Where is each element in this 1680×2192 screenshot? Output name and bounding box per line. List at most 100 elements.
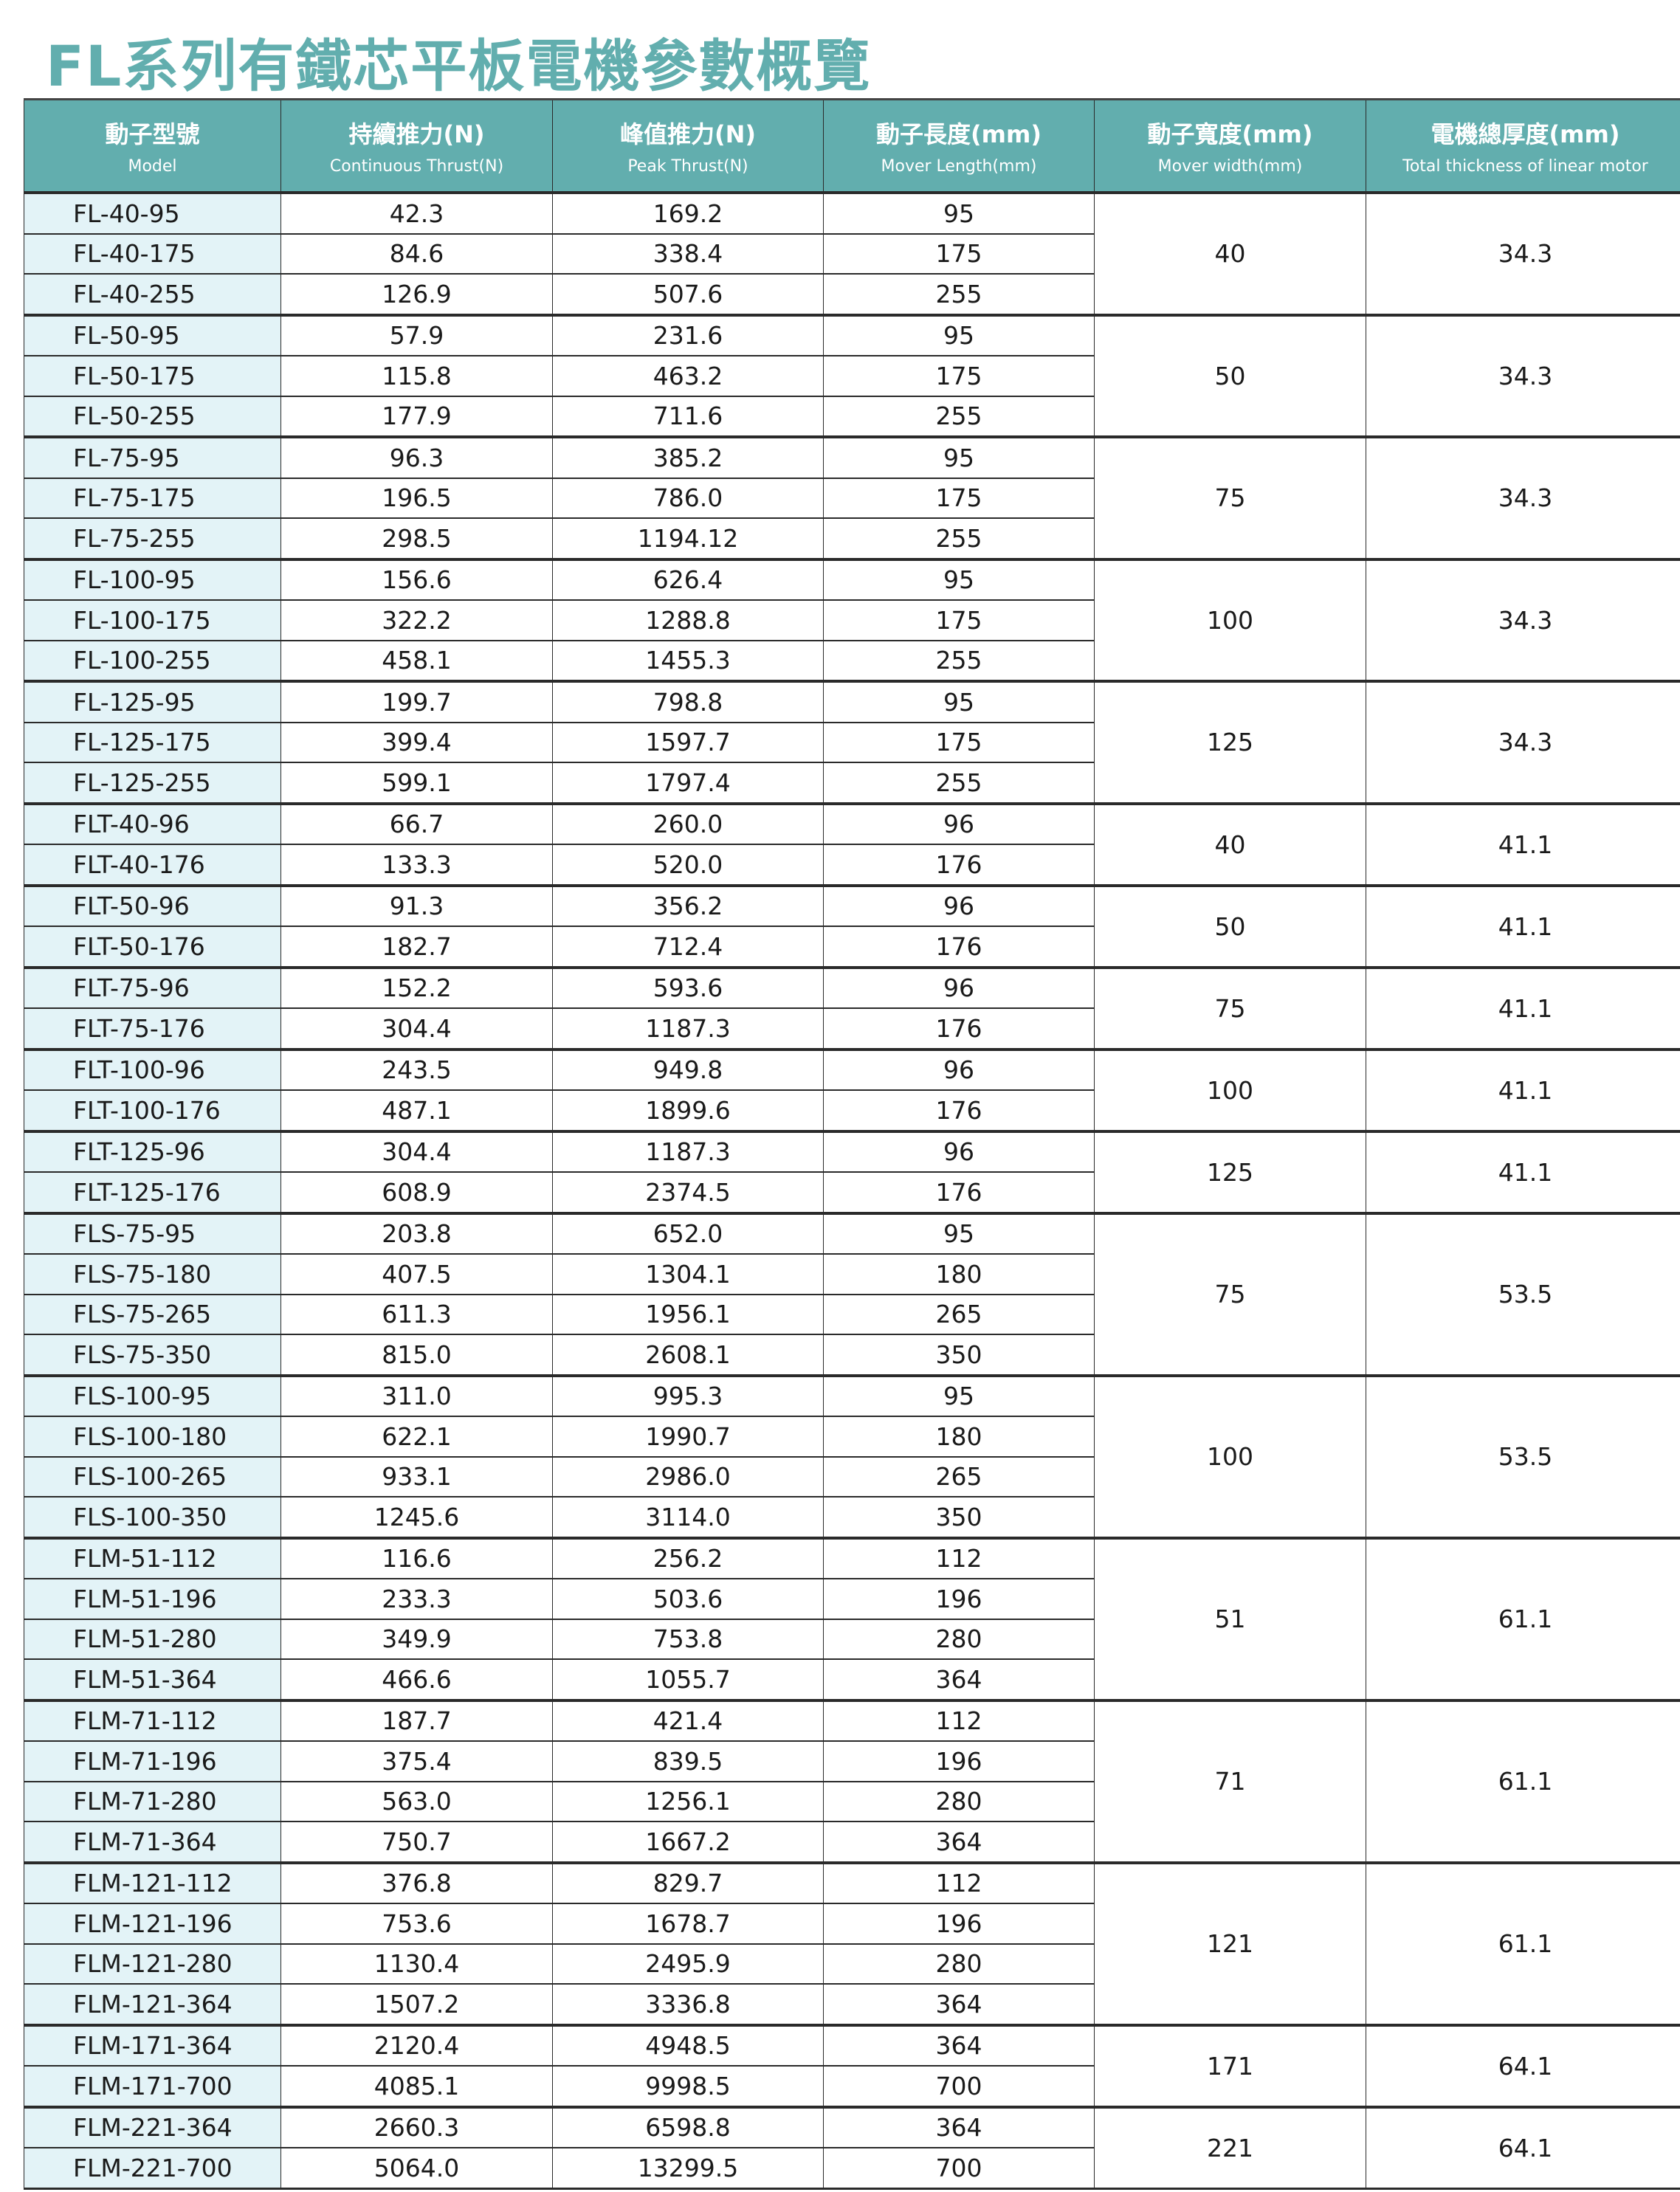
cell-continuous-thrust: 182.7 (280, 926, 553, 968)
cell-peak-thrust: 712.4 (552, 926, 824, 968)
header-model: 動子型號 Model (24, 98, 281, 194)
cell-peak-thrust: 1288.8 (552, 599, 824, 641)
cell-peak-thrust: 1055.7 (552, 1658, 824, 1701)
cell-peak-thrust: 1256.1 (552, 1781, 824, 1822)
cell-continuous-thrust: 458.1 (280, 640, 553, 682)
cell-model: FLM-71-364 (24, 1821, 281, 1864)
cell-mover-length: 112 (823, 1698, 1095, 1742)
table-row: FL-40-255 126.9 507.6 255 (24, 273, 1680, 316)
cell-continuous-thrust: 2660.3 (280, 2105, 553, 2148)
cell-continuous-thrust: 4085.1 (280, 2065, 553, 2108)
table-row: FLS-100-180 622.1 1990.7 180 (24, 1416, 1680, 1458)
cell-mover-length: 265 (823, 1294, 1095, 1335)
table-row: FL-75-95 96.3 385.2 95 75 34.3 (24, 435, 1680, 560)
cell-mover-width: 100 (1094, 1047, 1366, 1132)
table-row: FLT-100-96 243.5 949.8 96 100 41.1 (24, 1047, 1680, 1132)
cell-total-thickness: 61.1 (1366, 1536, 1680, 1701)
cell-model: FLM-51-112 (24, 1536, 281, 1579)
header-peak-thrust: 峰值推力(N) Peak Thrust(N) (552, 98, 824, 194)
cell-model: FL-75-255 (24, 517, 281, 560)
cell-model: FLS-75-95 (24, 1211, 281, 1255)
cell-continuous-thrust: 199.7 (280, 680, 553, 723)
cell-continuous-thrust: 322.2 (280, 599, 553, 641)
cell-mover-width: 75 (1094, 965, 1366, 1050)
cell-continuous-thrust: 177.9 (280, 396, 553, 438)
cell-mover-width: 51 (1094, 1536, 1366, 1701)
cell-continuous-thrust: 203.8 (280, 1211, 553, 1255)
cell-continuous-thrust: 1130.4 (280, 1943, 553, 1985)
cell-mover-length: 196 (823, 1903, 1095, 1945)
cell-mover-length: 364 (823, 2105, 1095, 2148)
cell-peak-thrust: 1455.3 (552, 640, 824, 682)
cell-total-thickness: 41.1 (1366, 1047, 1680, 1132)
cell-peak-thrust: 798.8 (552, 680, 824, 723)
cell-continuous-thrust: 96.3 (280, 435, 553, 479)
cell-continuous-thrust: 91.3 (280, 883, 553, 927)
cell-model: FLM-121-364 (24, 1983, 281, 2026)
cell-total-thickness: 64.1 (1366, 2105, 1680, 2190)
cell-continuous-thrust: 5064.0 (280, 2147, 553, 2190)
cell-model: FLT-40-96 (24, 802, 281, 845)
table-row: FL-125-95 199.7 798.8 95 125 34.3 (24, 680, 1680, 804)
cell-peak-thrust: 1990.7 (552, 1416, 824, 1458)
cell-peak-thrust: 1899.6 (552, 1089, 824, 1132)
cell-continuous-thrust: 2120.4 (280, 2023, 553, 2067)
cell-mover-length: 96 (823, 1047, 1095, 1091)
cell-mover-width: 50 (1094, 883, 1366, 968)
cell-total-thickness: 64.1 (1366, 2023, 1680, 2108)
cell-continuous-thrust: 1507.2 (280, 1983, 553, 2026)
cell-continuous-thrust: 599.1 (280, 762, 553, 804)
cell-total-thickness: 41.1 (1366, 1129, 1680, 1214)
cell-continuous-thrust: 375.4 (280, 1740, 553, 1782)
cell-model: FLM-71-280 (24, 1781, 281, 1822)
cell-continuous-thrust: 84.6 (280, 233, 553, 275)
cell-continuous-thrust: 66.7 (280, 802, 553, 845)
table-row: FLM-171-700 4085.1 9998.5 700 (24, 2065, 1680, 2108)
table-row: FLM-171-364 2120.4 4948.5 364 171 64.1 (24, 2023, 1680, 2108)
cell-mover-length: 255 (823, 517, 1095, 560)
table-row: FLT-50-96 91.3 356.2 96 50 41.1 (24, 883, 1680, 968)
cell-model: FL-40-175 (24, 233, 281, 275)
cell-peak-thrust: 2374.5 (552, 1171, 824, 1214)
cell-model: FLT-125-96 (24, 1129, 281, 1173)
cell-model: FL-125-255 (24, 762, 281, 804)
cell-mover-length: 176 (823, 1007, 1095, 1050)
table-row: FLM-121-112 376.8 829.7 112 121 61.1 (24, 1861, 1680, 2026)
cell-peak-thrust: 949.8 (552, 1047, 824, 1091)
cell-model: FL-50-255 (24, 396, 281, 438)
cell-peak-thrust: 1194.12 (552, 517, 824, 560)
cell-peak-thrust: 1667.2 (552, 1821, 824, 1864)
cell-model: FL-125-95 (24, 680, 281, 723)
cell-continuous-thrust: 187.7 (280, 1698, 553, 1742)
table-row: FLS-100-95 311.0 995.3 95 100 53.5 (24, 1374, 1680, 1539)
cell-model: FLM-121-196 (24, 1903, 281, 1945)
cell-mover-length: 364 (823, 1983, 1095, 2026)
cell-mover-length: 95 (823, 557, 1095, 601)
cell-continuous-thrust: 42.3 (280, 191, 553, 235)
cell-model: FL-40-255 (24, 273, 281, 316)
table-row: FL-40-175 84.6 338.4 175 (24, 233, 1680, 275)
cell-continuous-thrust: 933.1 (280, 1456, 553, 1497)
cell-continuous-thrust: 1245.6 (280, 1496, 553, 1539)
cell-mover-width: 221 (1094, 2105, 1366, 2190)
cell-peak-thrust: 652.0 (552, 1211, 824, 1255)
cell-mover-length: 95 (823, 435, 1095, 479)
table-row: FLT-125-176 608.9 2374.5 176 (24, 1171, 1680, 1214)
cell-model: FL-50-175 (24, 355, 281, 397)
cell-peak-thrust: 829.7 (552, 1861, 824, 1904)
cell-mover-length: 95 (823, 313, 1095, 356)
table-row: FLM-121-196 753.6 1678.7 196 (24, 1903, 1680, 1945)
table-row: FLT-100-176 487.1 1899.6 176 (24, 1089, 1680, 1132)
cell-model: FL-75-175 (24, 478, 281, 519)
cell-continuous-thrust: 376.8 (280, 1861, 553, 1904)
cell-peak-thrust: 3336.8 (552, 1983, 824, 2026)
cell-peak-thrust: 231.6 (552, 313, 824, 356)
cell-continuous-thrust: 466.6 (280, 1658, 553, 1701)
cell-total-thickness: 53.5 (1366, 1374, 1680, 1539)
table-row: FLS-100-265 933.1 2986.0 265 (24, 1456, 1680, 1497)
cell-continuous-thrust: 608.9 (280, 1171, 553, 1214)
cell-mover-length: 96 (823, 802, 1095, 845)
cell-mover-length: 96 (823, 1129, 1095, 1173)
cell-model: FLM-221-364 (24, 2105, 281, 2148)
cell-peak-thrust: 1956.1 (552, 1294, 824, 1335)
